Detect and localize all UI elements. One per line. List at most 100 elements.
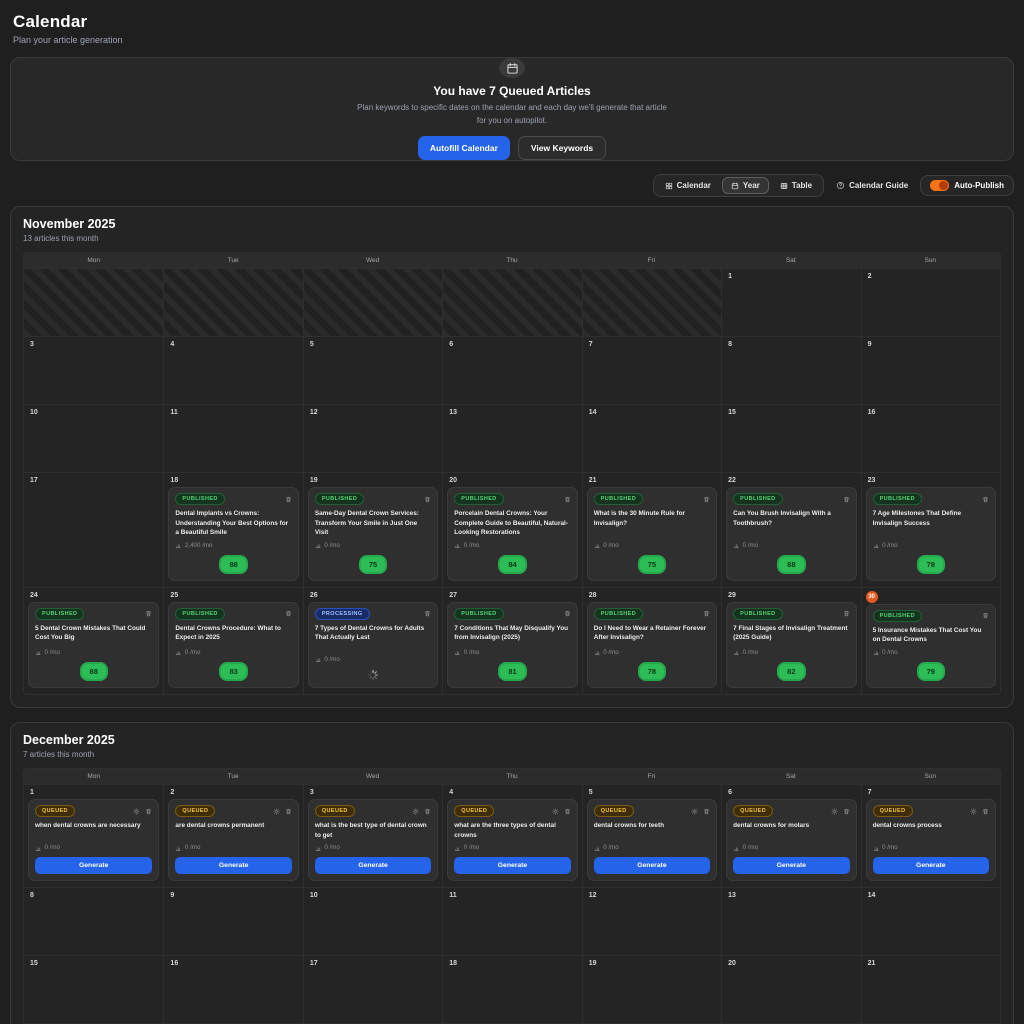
article-card[interactable]: QUEUEDwhen dental crowns are necessary0 … [28,799,159,881]
date-number: 8 [728,341,854,348]
card-actions [552,808,571,815]
calendar-week: 1QUEUEDwhen dental crowns are necessary0… [24,784,1000,887]
generate-button[interactable]: Generate [454,857,570,874]
date-number: 2 [868,273,994,280]
seo-score-badge[interactable]: 88 [80,662,108,681]
chart-icon [594,542,601,549]
article-card[interactable]: QUEUEDdental crowns for molars0 /moGener… [726,799,856,881]
trash-icon [424,808,431,815]
day-cell: 19 [582,956,721,1023]
article-card[interactable]: PUBLISHEDPorcelain Dental Crowns: Your C… [447,487,577,581]
settings-button[interactable] [831,808,838,815]
delete-button[interactable] [703,808,710,815]
delete-button[interactable] [145,610,152,617]
article-card[interactable]: QUEUEDare dental crowns permanent0 /moGe… [168,799,298,881]
seo-score-badge[interactable]: 82 [777,662,805,681]
generate-button[interactable]: Generate [733,857,849,874]
article-card[interactable]: QUEUEDdental crowns for teeth0 /moGenera… [587,799,717,881]
article-card[interactable]: PUBLISHED5 Insurance Mistakes That Cost … [866,604,996,688]
seo-score-badge[interactable]: 79 [917,662,945,681]
delete-button[interactable] [424,808,431,815]
article-card[interactable]: PUBLISHED5 Dental Crown Mistakes That Co… [28,602,159,688]
delete-button[interactable] [424,610,431,617]
delete-button[interactable] [982,496,989,503]
generate-button[interactable]: Generate [35,857,152,874]
article-card[interactable]: PUBLISHED7 Conditions That May Disqualif… [447,602,577,688]
article-card[interactable]: PUBLISHEDWhat is the 30 Minute Rule for … [587,487,717,581]
settings-button[interactable] [412,808,419,815]
seo-score-badge[interactable]: 81 [498,662,526,681]
generate-button[interactable]: Generate [873,857,989,874]
weekday-label: Wed [303,769,442,784]
article-card[interactable]: PUBLISHEDDental Crowns Procedure: What t… [168,602,298,688]
trash-icon [145,808,152,815]
delete-button[interactable] [424,496,431,503]
settings-button[interactable] [970,808,977,815]
article-card[interactable]: PUBLISHEDSame-Day Dental Crown Services:… [308,487,438,581]
generate-button[interactable]: Generate [594,857,710,874]
date-number: 13 [449,409,575,416]
delete-button[interactable] [843,808,850,815]
article-card[interactable]: PUBLISHEDCan You Brush Invisalign With a… [726,487,856,581]
article-card[interactable]: PUBLISHED7 Age Milestones That Define In… [866,487,996,581]
article-card[interactable]: PUBLISHED7 Final Stages of Invisalign Tr… [726,602,856,688]
disabled-day-cell [582,269,721,336]
delete-button[interactable] [285,610,292,617]
view-tab-calendar[interactable]: Calendar [656,177,720,194]
delete-button[interactable] [564,610,571,617]
day-cell: 4 [163,337,302,404]
disabled-day-cell [442,269,581,336]
card-actions [831,808,850,815]
article-card[interactable]: PUBLISHEDDental Implants vs Crowns: Unde… [168,487,298,581]
day-cell: 15 [24,956,163,1023]
date-number: 28 [589,592,715,599]
autofill-calendar-button[interactable]: Autofill Calendar [418,136,510,160]
article-card[interactable]: QUEUEDdental crowns process0 /moGenerate [866,799,996,881]
delete-button[interactable] [285,808,292,815]
seo-score-badge[interactable]: 75 [359,555,387,574]
delete-button[interactable] [145,808,152,815]
seo-score-badge[interactable]: 83 [219,662,247,681]
disabled-day-cell [303,269,442,336]
view-tab-year[interactable]: Year [722,177,769,194]
article-card[interactable]: PUBLISHEDDo I Need to Wear a Retainer Fo… [587,602,717,688]
settings-button[interactable] [273,808,280,815]
seo-score-badge[interactable]: 78 [917,555,945,574]
article-card[interactable]: QUEUEDwhat are the three types of dental… [447,799,577,881]
seo-score-badge[interactable]: 84 [498,555,526,574]
seo-score-badge[interactable]: 75 [638,555,666,574]
calendar-guide-button[interactable]: Calendar Guide [836,181,908,190]
delete-button[interactable] [703,610,710,617]
auto-publish-toggle[interactable] [930,180,949,191]
view-tab-table[interactable]: Table [771,177,821,194]
article-card[interactable]: PROCESSING7 Types of Dental Crowns for A… [308,602,438,688]
settings-button[interactable] [133,808,140,815]
generate-button[interactable]: Generate [315,857,431,874]
delete-button[interactable] [982,808,989,815]
article-card[interactable]: QUEUEDwhat is the best type of dental cr… [308,799,438,881]
day-cell: 2QUEUEDare dental crowns permanent0 /moG… [163,785,302,887]
card-header: QUEUED [454,805,570,817]
settings-button[interactable] [691,808,698,815]
delete-button[interactable] [703,496,710,503]
delete-button[interactable] [843,610,850,617]
delete-button[interactable] [843,496,850,503]
date-number: 3 [30,341,157,348]
article-title: Can You Brush Invisalign With a Toothbru… [733,509,849,528]
delete-button[interactable] [982,612,989,619]
delete-button[interactable] [564,808,571,815]
gear-icon [970,808,977,815]
date-number: 21 [868,960,994,967]
seo-score-badge[interactable]: 88 [219,555,247,574]
settings-button[interactable] [552,808,559,815]
seo-score-badge[interactable]: 88 [777,555,805,574]
delete-button[interactable] [564,496,571,503]
status-badge: PUBLISHED [175,608,224,620]
view-keywords-button[interactable]: View Keywords [518,136,606,160]
delete-button[interactable] [285,496,292,503]
generate-button[interactable]: Generate [175,857,291,874]
seo-score-badge[interactable]: 78 [638,662,666,681]
months: November 202513 articles this monthMonTu… [0,206,1024,1024]
date-number: 20 [728,960,854,967]
card-actions [703,496,710,503]
